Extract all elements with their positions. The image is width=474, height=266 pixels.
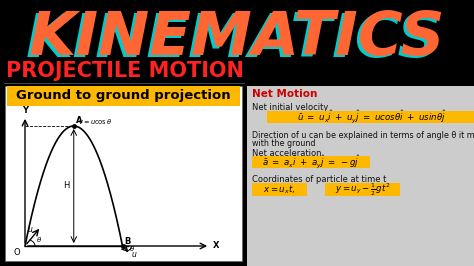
Text: Y: Y xyxy=(22,106,28,115)
Text: Coordinates of particle at time t: Coordinates of particle at time t xyxy=(252,174,386,184)
Text: $v = u\cos\theta$: $v = u\cos\theta$ xyxy=(78,117,112,126)
Text: $\bar{a}\ =\ a_x\hat{i}\ +\ a_y\hat{j}\ =\ -g\hat{j}$: $\bar{a}\ =\ a_x\hat{i}\ +\ a_y\hat{j}\ … xyxy=(262,154,360,170)
Text: H: H xyxy=(64,181,70,190)
Text: KINEMATICS: KINEMATICS xyxy=(26,11,442,70)
Text: $\theta$: $\theta$ xyxy=(128,244,135,253)
Bar xyxy=(252,183,307,196)
Text: A: A xyxy=(76,116,82,125)
Bar xyxy=(7,86,240,106)
Bar xyxy=(252,156,370,168)
Text: B: B xyxy=(125,237,131,246)
Text: PROJECTILE MOTION: PROJECTILE MOTION xyxy=(6,61,244,81)
Text: $\theta$: $\theta$ xyxy=(36,235,42,244)
Text: O: O xyxy=(13,248,20,257)
Text: X: X xyxy=(213,242,219,251)
Text: Direction of u can be explained in terms of angle θ it makes: Direction of u can be explained in terms… xyxy=(252,131,474,139)
Text: $x = u_x t,$: $x = u_x t,$ xyxy=(263,183,296,196)
Text: Net Motion: Net Motion xyxy=(252,89,318,99)
Text: Net initial velocity: Net initial velocity xyxy=(252,102,328,111)
Bar xyxy=(267,111,474,123)
Bar xyxy=(325,183,400,196)
Text: KINEMATICS: KINEMATICS xyxy=(29,9,445,68)
Text: $\bar{u}\ =\ u_x\hat{i}\ +\ u_y\hat{j}\ =\ ucos\theta\hat{i}\ +\ usin\theta\hat{: $\bar{u}\ =\ u_x\hat{i}\ +\ u_y\hat{j}\ … xyxy=(297,109,447,125)
Text: Ground to ground projection: Ground to ground projection xyxy=(16,89,231,102)
Bar xyxy=(247,86,474,266)
Text: u: u xyxy=(132,250,137,259)
Text: $y = u_y - \frac{1}{2}gt^2$: $y = u_y - \frac{1}{2}gt^2$ xyxy=(335,181,390,198)
Bar xyxy=(5,86,242,261)
Text: with the ground: with the ground xyxy=(252,139,316,148)
Text: u: u xyxy=(28,225,33,234)
Text: Net acceleration: Net acceleration xyxy=(252,148,321,157)
